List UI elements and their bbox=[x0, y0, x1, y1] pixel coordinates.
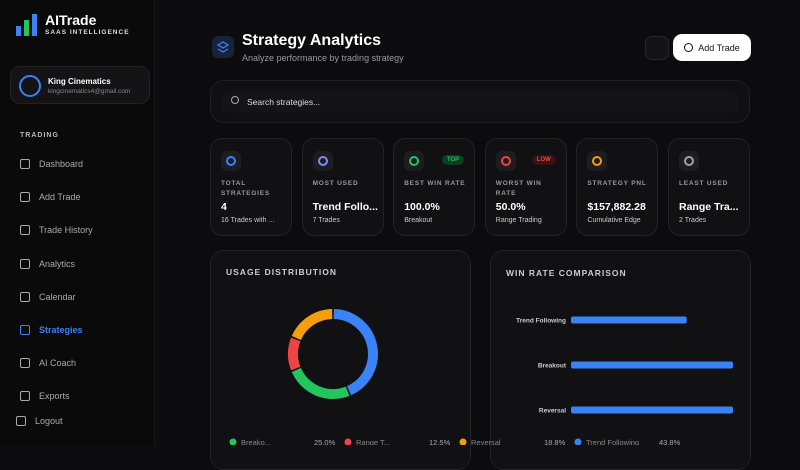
nav-label: AI Coach bbox=[39, 358, 77, 369]
user-email: kingcinematics4@gmail.com bbox=[48, 88, 131, 95]
donut-segment bbox=[288, 337, 301, 371]
nav-label: Strategies bbox=[39, 325, 83, 335]
charts: Breako... 25.0% Range T... 12.5% Reversal 18.… bbox=[229, 309, 733, 445]
nav-section: TRADING bbox=[20, 132, 59, 139]
legend-label: Breako... bbox=[241, 438, 271, 445]
bar-label: Trend Following bbox=[516, 318, 566, 325]
card-icon bbox=[587, 151, 608, 171]
card-icon bbox=[221, 151, 241, 171]
winrate-panel: WIN RATE COMPARISON bbox=[490, 250, 751, 470]
card-value: $157,882.28 bbox=[587, 201, 646, 213]
logout-label: Logout bbox=[35, 416, 63, 426]
legend-value: 18.8% bbox=[544, 438, 566, 445]
user-card[interactable]: King Cinematics kingcinematics4@gmail.co… bbox=[10, 66, 150, 104]
stat-card: LEAST USED Range Tra... 2 Trades bbox=[668, 138, 750, 236]
card-label: TOTAL STRATEGIES bbox=[221, 180, 271, 197]
legend-dot bbox=[229, 438, 237, 445]
legend-value: 12.5% bbox=[429, 438, 451, 445]
nav-item[interactable]: Analytics bbox=[20, 258, 76, 269]
logo bbox=[16, 14, 37, 36]
card-badge: TOP bbox=[441, 155, 465, 165]
chart-title: USAGE DISTRIBUTION bbox=[226, 267, 338, 277]
nav-item[interactable]: Dashboard bbox=[20, 159, 83, 169]
add-trade-button[interactable]: Add Trade bbox=[673, 34, 751, 61]
bar bbox=[571, 361, 733, 369]
card-value: 100.0% bbox=[404, 201, 440, 213]
card-badge: LOW bbox=[531, 155, 556, 165]
nav-item[interactable]: Add Trade bbox=[20, 192, 81, 203]
legend-dot bbox=[344, 438, 352, 445]
card-label: LEAST USED bbox=[679, 180, 729, 187]
nav-item[interactable]: Strategies bbox=[20, 325, 83, 335]
card-icon bbox=[312, 151, 333, 171]
card-value: 50.0% bbox=[495, 201, 526, 213]
stat-card: WORST WIN RATE 50.0% Range Trading LOW bbox=[484, 138, 567, 236]
stat-card: MOST USED Trend Follo... 7 Trades bbox=[301, 138, 384, 236]
bar-label: Breakout bbox=[538, 363, 567, 370]
legend-value: 25.0% bbox=[314, 438, 336, 445]
app: AITrade SAAS INTELLIGENCE King Cinematic… bbox=[0, 0, 751, 470]
page-subtitle: Analyze performance by trading strategy bbox=[242, 53, 404, 63]
card-sub: 16 Trades with ... bbox=[221, 217, 275, 224]
legend-label: Range T... bbox=[356, 438, 390, 445]
legend-dot bbox=[459, 438, 467, 445]
bar-label: Reversal bbox=[539, 408, 566, 415]
card-sub: 2 Trades bbox=[679, 217, 707, 224]
card-sub: Range Trading bbox=[495, 217, 542, 224]
sidebar: AITrade SAAS INTELLIGENCE King Cinematic… bbox=[0, 0, 155, 445]
chart-title: WIN RATE COMPARISON bbox=[506, 268, 627, 278]
bar bbox=[571, 316, 687, 324]
legend-dot bbox=[574, 438, 582, 445]
donut-segment bbox=[333, 309, 378, 396]
usage-panel: USAGE DISTRIBUTION bbox=[210, 250, 471, 470]
nav-item[interactable]: AI Coach bbox=[20, 358, 77, 369]
refresh-button[interactable] bbox=[645, 36, 669, 60]
nav-label: Exports bbox=[39, 391, 70, 402]
button-label: Add Trade bbox=[698, 42, 740, 53]
logout[interactable]: Logout bbox=[16, 416, 63, 426]
card-icon bbox=[404, 151, 425, 171]
legend-label: Reversal bbox=[471, 438, 501, 445]
card-value: 4 bbox=[221, 201, 227, 213]
card-sub: Breakout bbox=[404, 217, 433, 224]
donut-segment bbox=[291, 367, 350, 399]
card-label: MOST USED bbox=[312, 180, 359, 187]
card-value: Trend Follo... bbox=[312, 201, 378, 213]
search-placeholder: Search strategies... bbox=[247, 97, 321, 107]
legend-value: 43.8% bbox=[659, 438, 681, 445]
nav-item[interactable]: Exports bbox=[20, 391, 70, 402]
card-icon bbox=[495, 151, 516, 171]
nav-label: Add Trade bbox=[39, 192, 81, 203]
card-value: Range Tra... bbox=[679, 201, 739, 213]
header-icon bbox=[212, 36, 234, 58]
card-sub: Cumulative Edge bbox=[587, 217, 641, 224]
page-title: Strategy Analytics bbox=[242, 32, 382, 49]
card-label: WORST WIN RATE bbox=[495, 180, 542, 197]
bar bbox=[571, 406, 733, 414]
nav-label: Analytics bbox=[39, 258, 76, 269]
card-label: STRATEGY PNL bbox=[587, 180, 647, 187]
card-icon bbox=[679, 151, 699, 171]
user-name: King Cinematics bbox=[48, 77, 111, 86]
donut-segment bbox=[291, 309, 333, 341]
stat-card: STRATEGY PNL $157,882.28 Cumulative Edge bbox=[576, 138, 659, 236]
search-bar[interactable]: Search strategies... bbox=[210, 80, 750, 123]
brand-tagline: SAAS INTELLIGENCE bbox=[45, 29, 130, 36]
nav-item[interactable]: Trade History bbox=[20, 225, 93, 236]
card-label: BEST WIN RATE bbox=[404, 180, 466, 187]
nav-label: Calendar bbox=[39, 291, 76, 302]
nav-item[interactable]: Calendar bbox=[20, 291, 76, 302]
card-sub: 7 Trades bbox=[312, 217, 340, 224]
nav-label: Trade History bbox=[39, 225, 93, 236]
stat-card: TOTAL STRATEGIES 4 16 Trades with ... bbox=[210, 138, 292, 236]
stat-card: BEST WIN RATE 100.0% Breakout TOP bbox=[393, 138, 476, 236]
legend-label: Trend Following bbox=[586, 438, 639, 445]
brand-name: AITrade bbox=[45, 12, 97, 28]
nav-label: Dashboard bbox=[39, 159, 84, 169]
